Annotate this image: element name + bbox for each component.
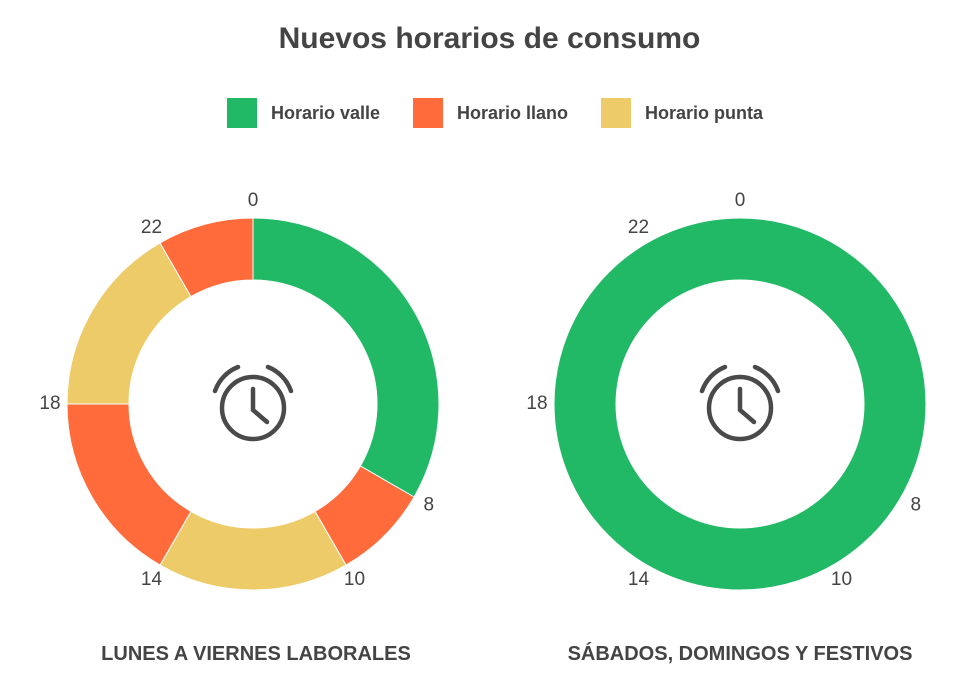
hour-tick-label: 22 xyxy=(628,217,649,238)
hour-tick-label: 10 xyxy=(344,569,365,590)
legend-swatch-valle xyxy=(227,98,257,128)
hour-tick-label: 18 xyxy=(526,393,547,414)
caption-weekdays: LUNES A VIERNES LABORALES xyxy=(101,643,411,665)
donut-chart-0: 0 8 10 14 18 22 xyxy=(39,190,440,591)
legend: Horario valle Horario llano Horario punt… xyxy=(0,97,979,129)
legend-label-llano: Horario llano xyxy=(457,102,569,123)
hour-tick-label: 18 xyxy=(39,393,60,414)
alarm-clock-icon xyxy=(699,364,781,442)
legend-item-llano: Horario llano xyxy=(413,97,568,129)
hour-tick-label: 0 xyxy=(735,190,746,211)
alarm-clock-icon xyxy=(212,364,294,442)
hour-tick-label: 22 xyxy=(141,217,162,238)
hour-tick-label: 0 xyxy=(248,190,259,211)
donut-chart-1: 0 8 10 14 18 22 xyxy=(526,190,927,591)
chart-title: Nuevos horarios de consumo xyxy=(278,22,701,55)
hour-tick-label: 10 xyxy=(831,569,852,590)
hour-tick-label: 8 xyxy=(911,495,922,516)
donut-segment xyxy=(159,510,347,591)
donut-segment xyxy=(159,217,254,298)
donut-segment xyxy=(252,217,440,498)
donut-segment xyxy=(66,403,192,566)
legend-swatch-llano xyxy=(413,98,443,128)
legend-item-valle: Horario valle xyxy=(227,97,380,129)
legend-label-valle: Horario valle xyxy=(271,102,381,123)
legend-swatch-punta xyxy=(601,98,631,128)
caption-weekends: SÁBADOS, DOMINGOS Y FESTIVOS xyxy=(567,643,913,665)
legend-item-punta: Horario punta xyxy=(601,97,763,129)
hour-tick-label: 14 xyxy=(628,569,650,590)
hour-tick-label: 14 xyxy=(141,569,163,590)
legend-label-punta: Horario punta xyxy=(645,102,764,123)
hour-tick-label: 8 xyxy=(424,495,435,516)
donut-segment xyxy=(553,217,927,591)
donut-segment xyxy=(66,242,192,405)
